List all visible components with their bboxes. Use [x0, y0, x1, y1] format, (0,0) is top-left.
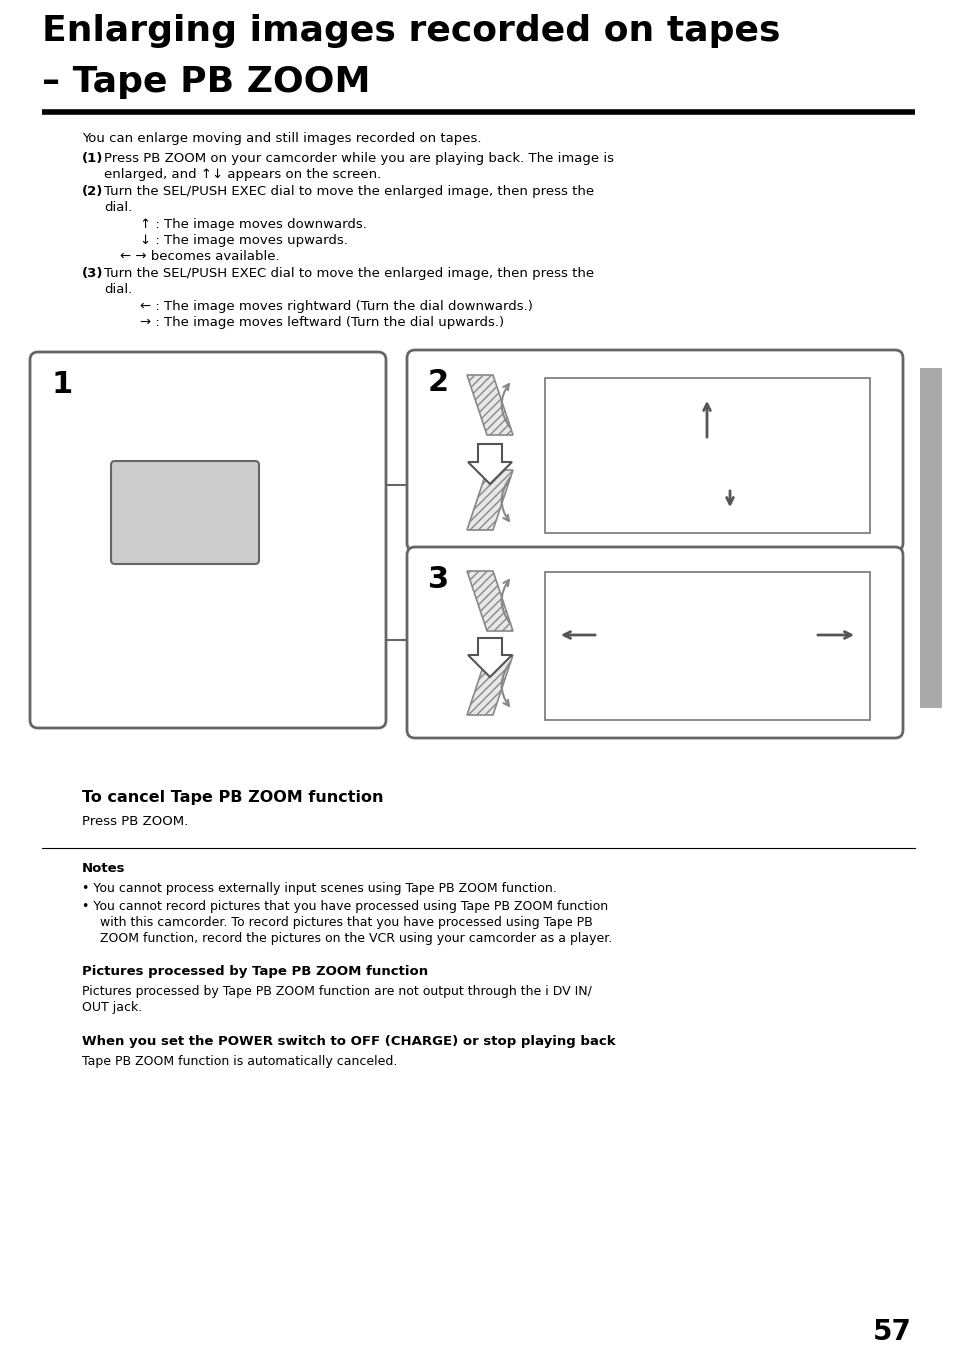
Text: Press PB ZOOM on your camcorder while you are playing back. The image is: Press PB ZOOM on your camcorder while yo… [104, 151, 614, 165]
Text: Enlarging images recorded on tapes: Enlarging images recorded on tapes [42, 14, 780, 49]
Polygon shape [467, 654, 513, 715]
FancyBboxPatch shape [407, 350, 902, 552]
Text: 57: 57 [872, 1318, 911, 1347]
Text: OUT jack.: OUT jack. [82, 1000, 142, 1014]
FancyBboxPatch shape [111, 461, 258, 564]
Text: enlarged, and ↑↓ appears on the screen.: enlarged, and ↑↓ appears on the screen. [104, 168, 381, 181]
Text: (2): (2) [82, 185, 103, 197]
Bar [544, 379, 869, 533]
Text: dial.: dial. [104, 283, 132, 296]
Text: 1: 1 [52, 370, 73, 399]
Text: ↑ : The image moves downwards.: ↑ : The image moves downwards. [140, 218, 367, 231]
Text: Turn the SEL/PUSH EXEC dial to move the enlarged image, then press the: Turn the SEL/PUSH EXEC dial to move the … [104, 185, 594, 197]
Text: ← → becomes available.: ← → becomes available. [120, 250, 279, 264]
FancyBboxPatch shape [350, 485, 419, 639]
Text: Advanced Playback Operations: Advanced Playback Operations [924, 457, 934, 619]
Text: Pictures processed by Tape PB ZOOM function are not output through the i DV IN/: Pictures processed by Tape PB ZOOM funct… [82, 986, 591, 998]
Text: You can enlarge moving and still images recorded on tapes.: You can enlarge moving and still images … [82, 132, 481, 145]
Polygon shape [467, 470, 513, 530]
Text: ↓ : The image moves upwards.: ↓ : The image moves upwards. [140, 234, 348, 247]
Text: • You cannot record pictures that you have processed using Tape PB ZOOM function: • You cannot record pictures that you ha… [82, 900, 607, 913]
Bar [544, 572, 869, 721]
Text: When you set the POWER switch to OFF (CHARGE) or stop playing back: When you set the POWER switch to OFF (CH… [82, 1036, 615, 1048]
FancyBboxPatch shape [30, 352, 386, 727]
Bar [919, 368, 941, 708]
Text: (1): (1) [82, 151, 103, 165]
Text: To cancel Tape PB ZOOM function: To cancel Tape PB ZOOM function [82, 790, 383, 804]
Text: dial.: dial. [104, 201, 132, 214]
Text: ←→: ←→ [639, 488, 659, 502]
Polygon shape [468, 638, 512, 677]
Text: ↓↑: ↓↑ [696, 695, 717, 708]
Text: Tape PB ZOOM function is automatically canceled.: Tape PB ZOOM function is automatically c… [82, 1055, 397, 1068]
Text: Press PB ZOOM.: Press PB ZOOM. [82, 815, 188, 827]
Polygon shape [468, 443, 512, 484]
Polygon shape [467, 375, 513, 435]
Text: • You cannot process externally input scenes using Tape PB ZOOM function.: • You cannot process externally input sc… [82, 882, 557, 895]
Text: – Tape PB ZOOM: – Tape PB ZOOM [42, 65, 370, 99]
Text: 3: 3 [428, 565, 449, 594]
Text: ← : The image moves rightward (Turn the dial downwards.): ← : The image moves rightward (Turn the … [140, 300, 533, 314]
Text: ZOOM function, record the pictures on the VCR using your camcorder as a player.: ZOOM function, record the pictures on th… [100, 932, 612, 945]
Text: Turn the SEL/PUSH EXEC dial to move the enlarged image, then press the: Turn the SEL/PUSH EXEC dial to move the … [104, 266, 594, 280]
Polygon shape [467, 571, 513, 631]
Text: Pictures processed by Tape PB ZOOM function: Pictures processed by Tape PB ZOOM funct… [82, 965, 428, 977]
Text: with this camcorder. To record pictures that you have processed using Tape PB: with this camcorder. To record pictures … [100, 917, 592, 929]
Text: (3): (3) [82, 266, 103, 280]
FancyBboxPatch shape [407, 548, 902, 738]
Text: 2: 2 [428, 368, 449, 397]
Text: Notes: Notes [82, 863, 126, 875]
Text: → : The image moves leftward (Turn the dial upwards.): → : The image moves leftward (Turn the d… [140, 316, 503, 329]
